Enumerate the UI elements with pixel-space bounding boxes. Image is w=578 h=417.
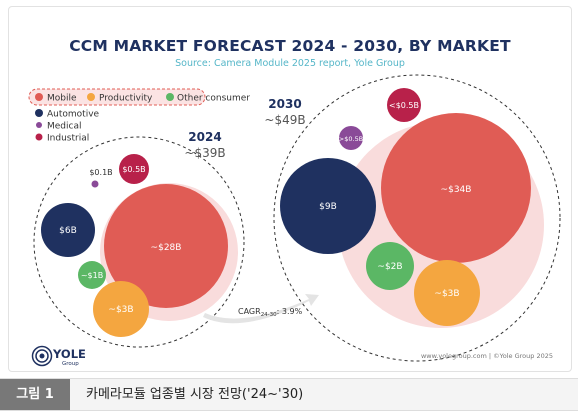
bubble-chart: Mobile Productivity Other consumer Autom…: [28, 74, 561, 362]
legend-swatch-mobile: [35, 93, 43, 101]
group-outline-2024: [33, 136, 245, 348]
figure-caption-bar: 그림 1 카메라모듈 업종별 시장 전망('24~'30): [0, 378, 578, 411]
legend-label-industrial: Industrial: [47, 134, 89, 144]
bubble-medical-2030: [339, 126, 363, 150]
legend-label-automotive: Automotive: [47, 110, 100, 120]
bubble-productivity-2030: [414, 260, 480, 326]
legend-highlight-box: [28, 88, 206, 106]
value-other-consumer-2030: ~$2B: [377, 262, 402, 272]
logo-text: YOLE: [53, 347, 86, 361]
value-productivity-2030: ~$3B: [434, 289, 459, 299]
legend-swatch-automotive: [35, 109, 43, 117]
cagr-annotation: CAGR24-30: 3.9%: [203, 294, 319, 324]
bubble-mobile-2030: [381, 113, 531, 263]
bubble-automotive-2024: [41, 203, 95, 257]
value-mobile-2030: ~$34B: [441, 185, 472, 195]
cagr-label: CAGR24-30: 3.9%: [238, 307, 303, 318]
group-total-2024: ~$39B: [184, 146, 225, 160]
bubble-productivity-2024: [93, 281, 149, 337]
logo-sub: Group: [62, 361, 79, 367]
cagr-arrow: [203, 294, 319, 324]
chart-subtitle: Source: Camera Module 2025 report, Yole …: [175, 58, 405, 69]
chart-card: CCM MARKET FORECAST 2024 - 2030, BY MARK…: [8, 6, 572, 372]
bubble-automotive-2030: [280, 158, 376, 254]
value-industrial-2024: $0.5B: [122, 165, 145, 174]
legend-label-other-consumer: Other consumer: [177, 94, 250, 104]
legend-label-productivity: Productivity: [99, 94, 153, 104]
legend-swatch-medical: [36, 122, 42, 128]
legend-label-medical: Medical: [47, 122, 81, 132]
group-2030: ~$34B $9B ~$3B ~$2B <$0.5B >$0.5B 2030 ~…: [264, 74, 561, 362]
chart-title: CCM MARKET FORECAST 2024 - 2030, BY MARK…: [69, 37, 511, 55]
value-automotive-2030: $9B: [319, 202, 337, 212]
legend-swatch-productivity: [87, 93, 95, 101]
figure-caption: 카메라모듈 업종별 시장 전망('24~'30): [86, 387, 304, 402]
bubble-other-consumer-2024: [78, 261, 106, 289]
figure-label: 그림 1: [0, 379, 70, 410]
value-automotive-2024: $6B: [59, 226, 77, 236]
value-other-consumer-2024: ~$1B: [81, 271, 103, 280]
value-medical-2024: $0.1B: [89, 168, 112, 177]
bubble-industrial-2030: [387, 88, 421, 122]
group-total-2030: ~$49B: [264, 113, 305, 127]
value-productivity-2024: ~$3B: [108, 305, 133, 315]
legend: Mobile Productivity Other consumer Autom…: [28, 88, 250, 144]
value-medical-2030: >$0.5B: [339, 135, 363, 143]
bubble-medical-2024: [91, 180, 99, 188]
value-mobile-2024: ~$28B: [151, 243, 182, 253]
group-2024: ~$28B $6B ~$3B ~$1B $0.5B $0.1B 2024 ~$3…: [33, 130, 245, 348]
bubble-industrial-2024: [119, 154, 149, 184]
yole-logo-icon: [31, 345, 53, 367]
legend-swatch-other-consumer: [166, 93, 174, 101]
bubble-other-consumer-2030: [366, 242, 414, 290]
group-year-2024: 2024: [188, 130, 221, 144]
group-outline-2030: [273, 74, 561, 362]
bubble-mobile-2024: [104, 184, 228, 308]
value-industrial-2030: <$0.5B: [389, 101, 419, 110]
legend-label-mobile: Mobile: [47, 94, 77, 104]
yole-logo: YOLE Group: [31, 345, 86, 371]
footer-credit: www.yolegroup.com | ©Yole Group 2025: [420, 352, 553, 360]
legend-swatch-industrial: [35, 133, 43, 141]
group-year-2030: 2030: [268, 97, 301, 111]
